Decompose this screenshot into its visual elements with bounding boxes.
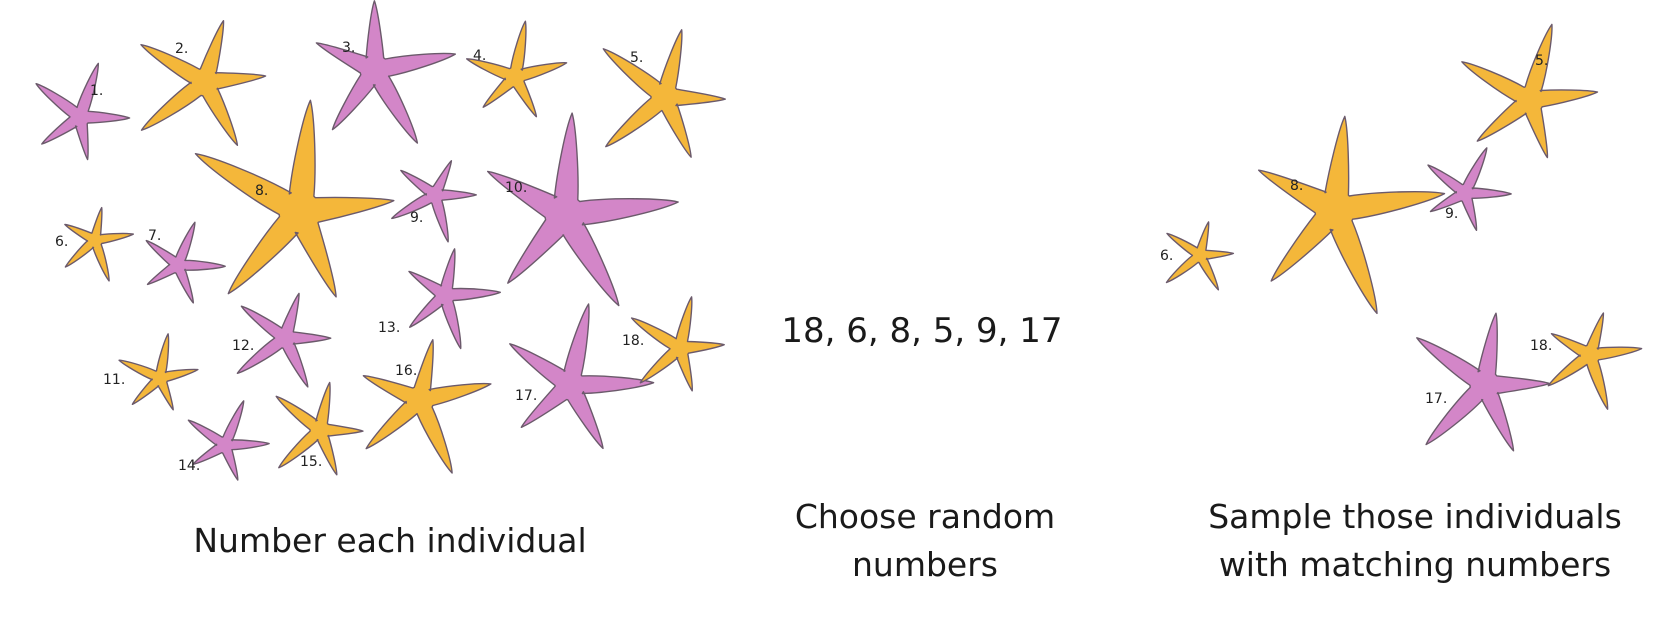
starfish-number-label: 8. [255, 183, 268, 199]
starfish-icon [391, 160, 477, 243]
starfish-icon [602, 29, 726, 158]
right-caption-line-2: with matching numbers [1219, 545, 1611, 584]
starfish-number-label: 9. [1445, 206, 1458, 222]
starfish-icon [315, 0, 456, 144]
starfish-number-label: 4. [473, 48, 486, 64]
middle-caption-line-1: Choose random [795, 497, 1055, 536]
starfish-icon [64, 206, 134, 282]
random-numbers-text: 18, 6, 8, 5, 9, 17 [781, 311, 1062, 351]
starfish-icon [35, 62, 131, 161]
starfish-number-label: 12. [232, 338, 254, 354]
starfish-icon [466, 20, 568, 118]
starfish-number-label: 18. [1530, 338, 1552, 354]
starfish-icon [408, 248, 501, 350]
population-starfish-12: 12. [232, 292, 332, 388]
middle-caption-line-2: numbers [852, 545, 998, 584]
starfish-number-label: 7. [148, 228, 161, 244]
starfish-icon [1416, 312, 1551, 452]
starfish-number-label: 17. [515, 388, 537, 404]
starfish-icon [1258, 115, 1446, 315]
starfish-number-label: 15. [300, 454, 322, 470]
starfish-icon [118, 333, 199, 411]
population-starfish-18: 18. [622, 296, 725, 392]
starfish-number-label: 11. [103, 372, 125, 388]
starfish-icon [509, 303, 655, 450]
starfish-number-label: 6. [1160, 248, 1173, 264]
starfish-icon [487, 112, 679, 307]
starfish-number-label: 14. [178, 458, 200, 474]
starfish-number-label: 13. [378, 320, 400, 336]
population-starfish-17: 17. [509, 303, 655, 450]
population-starfish-8: 8. [194, 99, 395, 298]
population-starfish-10: 10. [487, 112, 679, 307]
starfish-icon [1165, 221, 1235, 291]
sample-starfish-17: 17. [1416, 312, 1551, 452]
starfish-number-label: 9. [410, 210, 423, 226]
population-starfish-5: 5. [602, 29, 726, 158]
population-starfish-9: 9. [391, 160, 477, 243]
starfish-number-label: 3. [342, 40, 355, 56]
starfish-icon [630, 296, 725, 392]
sample-starfish-5: 5. [1461, 23, 1599, 159]
population-starfish-11: 11. [103, 333, 199, 411]
starfish-number-label: 2. [175, 41, 188, 57]
starfish-number-label: 16. [395, 363, 417, 379]
starfish-icon [236, 292, 332, 388]
starfish-number-label: 6. [55, 234, 68, 250]
population-starfish-16: 16. [362, 339, 492, 474]
population-starfish-6: 6. [55, 206, 134, 282]
population-starfish-3: 3. [315, 0, 456, 144]
starfish-number-label: 5. [1535, 53, 1548, 69]
starfish-number-label: 1. [90, 83, 103, 99]
population-panel: 1. 2. 3. 4. 5. 6. 7. 8. 9. 10. 11. 12. 13. 14. 15. 16. 1… [35, 0, 726, 481]
starfish-icon [1427, 147, 1512, 231]
starfish-icon [145, 221, 226, 304]
population-starfish-1: 1. [35, 62, 131, 161]
starfish-icon [362, 339, 492, 474]
left-caption: Number each individual [193, 521, 586, 560]
population-starfish-7: 7. [145, 221, 226, 304]
population-starfish-15: 15. [275, 381, 364, 476]
starfish-number-label: 5. [630, 50, 643, 66]
sample-panel: 5. 6. 8. 9. 17. 18. [1160, 23, 1643, 452]
sample-starfish-6: 6. [1160, 221, 1235, 291]
sample-starfish-8: 8. [1258, 115, 1446, 315]
sample-starfish-18: 18. [1530, 312, 1643, 410]
population-starfish-13: 13. [378, 248, 501, 350]
population-starfish-14: 14. [178, 400, 270, 481]
starfish-icon [275, 381, 364, 476]
starfish-icon [1461, 23, 1599, 159]
starfish-number-label: 8. [1290, 178, 1303, 194]
starfish-number-label: 17. [1425, 391, 1447, 407]
starfish-icon [194, 99, 395, 298]
starfish-icon [187, 400, 270, 481]
population-starfish-2: 2. [140, 20, 267, 146]
starfish-icon [1547, 312, 1643, 410]
starfish-number-label: 18. [622, 333, 644, 349]
random-numbers-panel: 18, 6, 8, 5, 9, 17 Choose random numbers [781, 311, 1062, 584]
population-starfish-4: 4. [466, 20, 568, 118]
starfish-icon [140, 20, 267, 146]
sample-starfish-9: 9. [1427, 147, 1512, 231]
starfish-number-label: 10. [505, 180, 527, 196]
right-caption-line-1: Sample those individuals [1208, 497, 1622, 536]
